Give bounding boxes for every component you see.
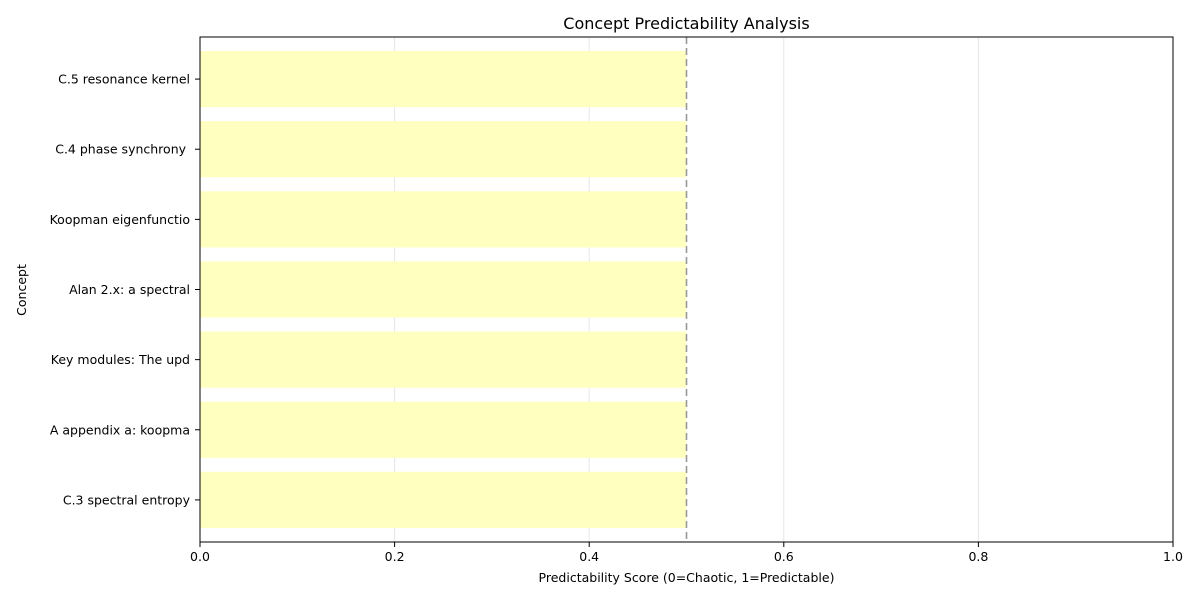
- x-axis-ticks: 0.0 0.2 0.4 0.6 0.8 1.0: [190, 542, 1183, 564]
- y-tick-label: C.4 phase synchrony: [55, 142, 190, 157]
- y-tick-label: Alan 2.x: a spectral: [69, 282, 190, 297]
- x-axis-label: Predictability Score (0=Chaotic, 1=Predi…: [539, 570, 835, 585]
- x-tick-label: 1.0: [1163, 549, 1183, 564]
- bar: [200, 401, 687, 458]
- bar: [200, 121, 687, 178]
- y-tick-label: C.5 resonance kernel: [58, 72, 190, 87]
- y-tick-label: Key modules: The upd: [51, 352, 190, 367]
- y-axis-label: Concept: [14, 264, 29, 316]
- y-tick-label: A appendix a: koopma: [50, 422, 190, 437]
- bars: [200, 51, 687, 528]
- bar: [200, 191, 687, 248]
- chart-title: Concept Predictability Analysis: [563, 14, 809, 33]
- y-tick-label: C.3 spectral entropy: [63, 492, 191, 507]
- bar: [200, 471, 687, 528]
- x-tick-label: 0.0: [190, 549, 210, 564]
- x-tick-label: 0.8: [968, 549, 988, 564]
- y-tick-label: Koopman eigenfunctio: [50, 212, 190, 227]
- x-tick-label: 0.2: [385, 549, 405, 564]
- bar: [200, 51, 687, 108]
- x-tick-label: 0.6: [774, 549, 794, 564]
- bar: [200, 331, 687, 388]
- bar: [200, 261, 687, 318]
- x-tick-label: 0.4: [579, 549, 599, 564]
